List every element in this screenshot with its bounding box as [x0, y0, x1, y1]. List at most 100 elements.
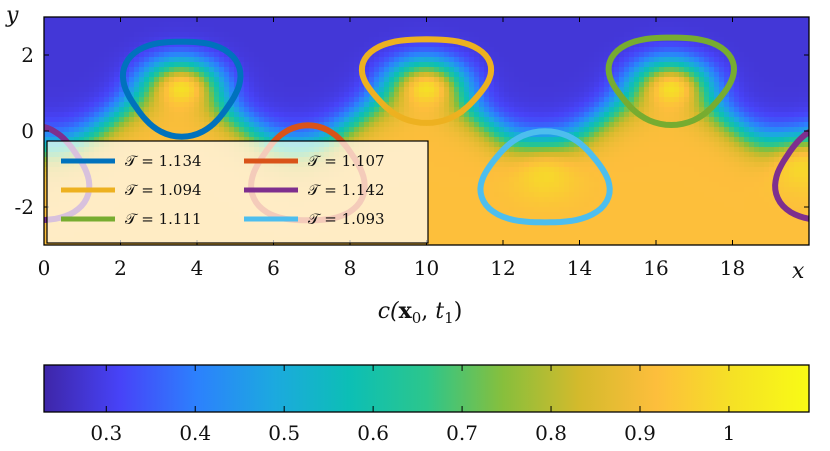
heatmap-cell [299, 87, 305, 93]
heatmap-cell [224, 132, 230, 138]
heatmap-cell [319, 47, 325, 53]
heatmap-cell [309, 32, 315, 38]
heatmap-cell [499, 127, 505, 133]
heatmap-cell [334, 112, 340, 118]
heatmap-cell [384, 22, 390, 28]
heatmap-cell [159, 22, 165, 28]
heatmap-cell [499, 27, 505, 33]
heatmap-cell [379, 37, 385, 43]
heatmap-cell [219, 82, 225, 88]
heatmap-cell [484, 147, 490, 153]
heatmap-cell [364, 62, 370, 68]
heatmap-cell [334, 72, 340, 78]
heatmap-cell [134, 87, 140, 93]
heatmap-cell [109, 27, 115, 33]
heatmap-cell [134, 132, 140, 138]
heatmap-cell [584, 52, 590, 58]
heatmap-cell [114, 37, 120, 43]
heatmap-cell [429, 47, 435, 53]
heatmap-cell [459, 27, 465, 33]
heatmap-cell [529, 172, 535, 178]
heatmap-cell [314, 97, 320, 103]
heatmap-cell [424, 132, 430, 138]
heatmap-cell [109, 92, 115, 98]
heatmap-cell [119, 27, 125, 33]
heatmap-cell [94, 117, 100, 123]
heatmap-cell [574, 152, 580, 158]
heatmap-cell [399, 122, 405, 128]
heatmap-cell [64, 97, 70, 103]
heatmap-cell [549, 132, 555, 138]
heatmap-cell [484, 182, 490, 188]
heatmap-cell [499, 192, 505, 198]
heatmap-cell [514, 122, 520, 128]
heatmap-cell [539, 67, 545, 73]
heatmap-cell [49, 97, 55, 103]
heatmap-cell [369, 102, 375, 108]
heatmap-cell [379, 137, 385, 143]
heatmap-cell [494, 52, 500, 58]
heatmap-cell [559, 147, 565, 153]
heatmap-cell [579, 107, 585, 113]
heatmap-cell [399, 67, 405, 73]
heatmap-cell [484, 27, 490, 33]
heatmap-cell [454, 117, 460, 123]
heatmap-cell [304, 22, 310, 28]
heatmap-cell [509, 177, 515, 183]
heatmap-cell [64, 127, 70, 133]
heatmap-cell [374, 127, 380, 133]
heatmap-cell [564, 112, 570, 118]
heatmap-cell [579, 222, 585, 228]
heatmap-cell [459, 142, 465, 148]
heatmap-cell [114, 117, 120, 123]
heatmap-cell [279, 57, 285, 63]
heatmap-cell [439, 57, 445, 63]
heatmap-cell [449, 57, 455, 63]
heatmap-cell [134, 77, 140, 83]
heatmap-cell [364, 127, 370, 133]
heatmap-cell [404, 17, 410, 23]
heatmap-cell [144, 107, 150, 113]
heatmap-cell [564, 212, 570, 218]
heatmap-cell [584, 132, 590, 138]
heatmap-cell [249, 47, 255, 53]
heatmap-cell [439, 72, 445, 78]
heatmap-cell [109, 102, 115, 108]
heatmap-cell [189, 97, 195, 103]
heatmap-cell [529, 187, 535, 193]
heatmap-cell [319, 22, 325, 28]
heatmap-cell [574, 222, 580, 228]
heatmap-cell [454, 107, 460, 113]
heatmap-cell [79, 127, 85, 133]
heatmap-cell [154, 22, 160, 28]
heatmap-cell [539, 97, 545, 103]
heatmap-cell [434, 27, 440, 33]
heatmap-cell [134, 37, 140, 43]
heatmap-cell [89, 32, 95, 38]
heatmap-cell [559, 107, 565, 113]
heatmap-cell [509, 17, 515, 23]
heatmap-cell [314, 82, 320, 88]
heatmap-cell [424, 112, 430, 118]
heatmap-cell [49, 42, 55, 48]
heatmap-cell [84, 72, 90, 78]
heatmap-cell [174, 67, 180, 73]
heatmap-cell [184, 87, 190, 93]
heatmap-cell [69, 107, 75, 113]
heatmap-cell [74, 137, 80, 143]
heatmap-cell [584, 92, 590, 98]
heatmap-cell [99, 107, 105, 113]
heatmap-cell [154, 27, 160, 33]
heatmap-cell [529, 22, 535, 28]
heatmap-cell [239, 27, 245, 33]
heatmap-cell [424, 127, 430, 133]
heatmap-cell [59, 22, 65, 28]
heatmap-cell [504, 162, 510, 168]
heatmap-cell [459, 67, 465, 73]
heatmap-cell [539, 92, 545, 98]
heatmap-cell [569, 102, 575, 108]
heatmap-cell [569, 232, 575, 238]
heatmap-cell [504, 17, 510, 23]
heatmap-cell [454, 27, 460, 33]
heatmap-cell [294, 82, 300, 88]
